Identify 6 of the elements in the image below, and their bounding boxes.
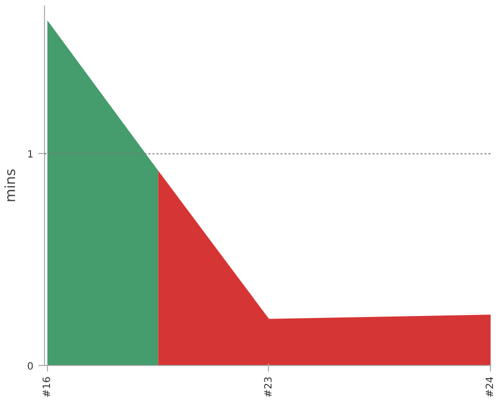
x-tick-label: #24 bbox=[485, 376, 496, 398]
y-tick-label: 1 bbox=[27, 150, 34, 161]
x-tick-label: #16 bbox=[42, 376, 53, 398]
y-axis-title: mins bbox=[3, 168, 20, 202]
y-tick-label: 0 bbox=[27, 362, 34, 372]
x-tick-label: #23 bbox=[263, 376, 274, 398]
